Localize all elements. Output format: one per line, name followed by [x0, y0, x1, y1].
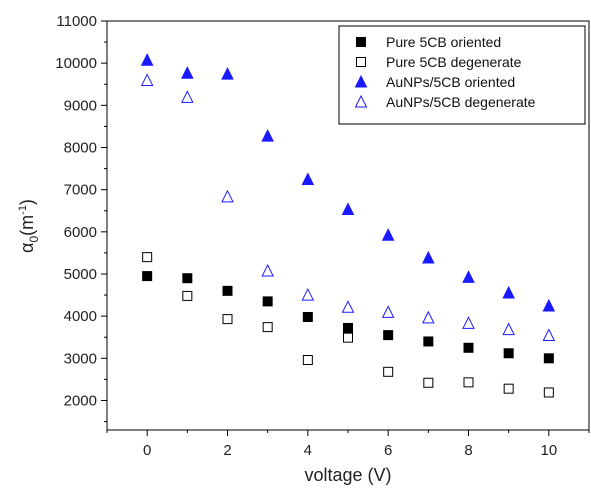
data-point — [301, 287, 315, 301]
data-point — [221, 189, 234, 203]
data-point — [302, 355, 313, 366]
data-point — [222, 285, 233, 296]
data-point — [542, 298, 556, 312]
data-point — [181, 66, 194, 79]
data-point — [542, 328, 556, 342]
data-point — [261, 128, 274, 142]
axes: 0 2 4 6 8 10 2000 3000 4000 5000 6000 7000 8000 9000 1… — [55, 13, 590, 459]
x-tick-label: 2 — [223, 442, 231, 459]
data-point — [142, 252, 153, 263]
y-axis-title-unit-open: (m — [17, 215, 37, 236]
y-axis-title: α0(m-1) — [17, 199, 41, 253]
y-tick-label: 8000 — [64, 139, 97, 156]
y-axis-title-subscript: 0 — [27, 236, 41, 243]
x-tick-label: 6 — [384, 442, 392, 459]
data-point — [181, 90, 194, 103]
data-point — [302, 311, 313, 322]
data-point — [182, 273, 193, 284]
legend-marker-aunps-5cb-oriented — [354, 74, 368, 88]
series-aunps-5cb-oriented — [140, 53, 556, 312]
data-point — [261, 263, 274, 277]
data-point — [502, 285, 515, 299]
legend-marker-pure-5cb-degenerate — [356, 57, 366, 67]
y-tick-label: 3000 — [64, 350, 97, 367]
data-point — [341, 300, 355, 313]
y-tick-label: 6000 — [64, 224, 97, 241]
y-axis-title-superscript: -1 — [17, 205, 29, 215]
data-point — [543, 387, 554, 398]
data-point — [423, 336, 434, 347]
data-point — [140, 73, 154, 86]
legend-box — [338, 25, 586, 125]
data-point — [262, 296, 273, 307]
data-point — [182, 290, 193, 301]
x-tick-label: 8 — [464, 442, 472, 459]
legend: Pure 5CB oriented Pure 5CB degenerate AuNP… — [338, 25, 586, 125]
y-tick-label: 4000 — [64, 308, 97, 325]
legend-label-aunps-5cb-degenerate: AuNPs/5CB degenerate — [386, 94, 536, 110]
data-point — [343, 322, 353, 333]
data-point — [383, 366, 394, 377]
legend-marker-pure-5cb-oriented — [356, 37, 366, 47]
data-point — [140, 53, 154, 66]
legend-label-aunps-5cb-oriented: AuNPs/5CB oriented — [386, 74, 515, 90]
data-marks — [140, 53, 556, 398]
data-point — [221, 67, 234, 80]
x-tick-label: 4 — [304, 442, 312, 459]
data-point — [503, 348, 514, 359]
y-tick-label: 9000 — [64, 97, 97, 114]
y-tick-label: 5000 — [64, 266, 97, 283]
series-pure-5cb-oriented — [142, 271, 554, 364]
data-point — [462, 316, 475, 329]
series-aunps-5cb-degenerate — [140, 73, 556, 342]
y-tick-label: 11000 — [56, 13, 97, 30]
legend-label-pure-5cb-degenerate: Pure 5CB degenerate — [386, 54, 522, 70]
data-point — [463, 342, 474, 353]
data-point — [343, 332, 353, 343]
legend-label-pure-5cb-oriented: Pure 5CB oriented — [386, 34, 501, 50]
data-point — [142, 271, 153, 282]
data-point — [301, 172, 315, 186]
data-point — [262, 322, 273, 333]
data-point — [422, 250, 435, 264]
legend-marker-aunps-5cb-degenerate — [354, 94, 368, 108]
data-point — [543, 353, 554, 364]
y-axis-title-symbol: α — [17, 243, 37, 253]
y-tick-label: 7000 — [64, 182, 97, 199]
data-point — [341, 202, 355, 215]
series-pure-5cb-degenerate — [142, 252, 554, 398]
data-point — [422, 310, 435, 324]
y-tick-label: 2000 — [64, 392, 97, 409]
data-point — [462, 270, 475, 283]
y-axis-title-unit-close: ) — [17, 199, 37, 205]
data-point — [502, 322, 515, 336]
x-tick-label: 10 — [540, 442, 557, 459]
data-point — [503, 383, 514, 394]
x-tick-label: 0 — [143, 442, 151, 459]
data-point — [381, 228, 395, 241]
data-point — [222, 314, 233, 325]
data-point — [463, 377, 474, 388]
data-point — [381, 305, 395, 318]
x-axis-title: voltage (V) — [304, 465, 391, 485]
data-point — [423, 377, 434, 388]
data-point — [383, 330, 394, 341]
y-tick-label: 10000 — [55, 55, 97, 72]
